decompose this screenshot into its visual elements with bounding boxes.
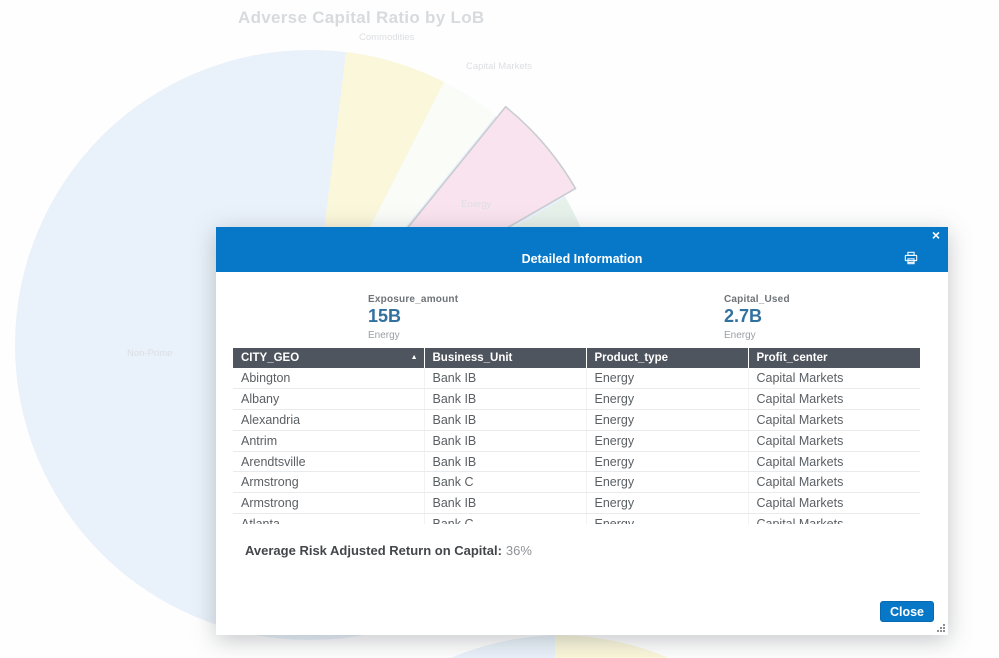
table-row[interactable]: Abington Bank IB Energy Capital Markets (233, 368, 920, 390)
table-row[interactable]: Albany Bank IB Energy Capital Markets (233, 388, 920, 411)
pie-label-energy: Energy (461, 199, 492, 210)
table-cell[interactable]: Armstrong (233, 492, 425, 515)
print-icon[interactable] (904, 251, 918, 270)
bottom-pie-left-arc (450, 635, 555, 658)
table-cell[interactable]: Alexandria (233, 409, 425, 431)
kpi-subtitle: Energy (368, 330, 400, 341)
column-header-product-type[interactable]: Product_type (586, 348, 749, 368)
summary-value: 36% (505, 543, 532, 558)
table-cell[interactable]: Energy (586, 388, 749, 411)
detail-table: CITY_GEO ▲ Business_Unit Product_type Pr… (233, 348, 920, 524)
resize-grip[interactable] (936, 623, 946, 633)
table-cell[interactable]: Albany (233, 388, 425, 411)
table-row[interactable]: Atlanta Bank C Energy Capital Markets (233, 513, 920, 524)
close-icon[interactable]: × (931, 227, 940, 243)
pie-label-non-prime: Non-Prime (127, 348, 173, 359)
table-cell[interactable]: Bank IB (424, 492, 587, 515)
column-header-city-geo[interactable]: CITY_GEO ▲ (233, 348, 425, 368)
column-header-business-unit[interactable]: Business_Unit (424, 348, 587, 368)
kpi-capital-used: Capital_Used 2.7B Energy (724, 294, 790, 341)
table-cell[interactable]: Capital Markets (748, 409, 920, 431)
kpi-label: Capital_Used (724, 294, 790, 305)
table-cell[interactable]: Capital Markets (748, 513, 920, 524)
table-cell[interactable]: Bank IB (424, 388, 587, 411)
table-cell[interactable]: Bank C (424, 513, 587, 524)
table-cell[interactable]: Armstrong (233, 471, 425, 494)
detailed-information-dialog: Detailed Information × Exposure_amount 1… (216, 227, 948, 635)
background-chart-title: Adverse Capital Ratio by LoB (238, 8, 485, 27)
kpi-subtitle: Energy (724, 330, 756, 341)
table-row[interactable]: Antrim Bank IB Energy Capital Markets (233, 430, 920, 452)
table-cell[interactable]: Capital Markets (748, 451, 920, 473)
table-cell[interactable]: Arendtsville (233, 451, 425, 473)
kpi-exposure-amount: Exposure_amount 15B Energy (368, 294, 458, 341)
pie-label-commodities: Commodities (359, 32, 415, 43)
kpi-value: 15B (368, 306, 402, 326)
table-cell[interactable]: Energy (586, 471, 749, 494)
detail-table-header: CITY_GEO ▲ Business_Unit Product_type Pr… (233, 348, 920, 368)
table-cell[interactable]: Bank IB (424, 368, 587, 390)
summary-label: Average Risk Adjusted Return on Capital: (245, 543, 502, 558)
table-row[interactable]: Arendtsville Bank IB Energy Capital Markets (233, 451, 920, 473)
table-cell[interactable]: Capital Markets (748, 388, 920, 411)
sort-ascending-icon[interactable]: ▲ (410, 354, 418, 361)
table-cell[interactable]: Energy (586, 513, 749, 524)
table-row[interactable]: Alexandria Bank IB Energy Capital Markets (233, 409, 920, 431)
summary-text: Average Risk Adjusted Return on Capital:… (245, 543, 532, 558)
table-cell[interactable]: Bank IB (424, 430, 587, 452)
column-label: CITY_GEO (241, 352, 300, 364)
table-cell[interactable]: Antrim (233, 430, 425, 452)
table-cell[interactable]: Abington (233, 368, 425, 390)
table-cell[interactable]: Capital Markets (748, 430, 920, 452)
table-body-viewport[interactable]: Abington Bank IB Energy Capital Markets Alba… (233, 368, 920, 524)
dialog-title: Detailed Information (521, 252, 643, 266)
pie-label-capital-markets: Capital Markets (466, 61, 532, 72)
table-cell[interactable]: Atlanta (233, 513, 425, 524)
bottom-pie-right-arc (555, 635, 669, 658)
column-header-profit-center[interactable]: Profit_center (748, 348, 920, 368)
table-cell[interactable]: Energy (586, 409, 749, 431)
table-cell[interactable]: Bank C (424, 471, 587, 494)
table-cell[interactable]: Capital Markets (748, 492, 920, 515)
kpi-label: Exposure_amount (368, 294, 459, 305)
table-row[interactable]: Armstrong Bank C Energy Capital Markets (233, 471, 920, 494)
table-cell[interactable]: Energy (586, 368, 749, 390)
close-button[interactable]: Close (880, 601, 934, 622)
dialog-header: Detailed Information × (216, 227, 948, 272)
table-cell[interactable]: Capital Markets (748, 471, 920, 494)
kpi-value: 2.7B (724, 306, 763, 326)
table-cell[interactable]: Bank IB (424, 409, 587, 431)
table-cell[interactable]: Energy (586, 430, 749, 452)
table-cell[interactable]: Bank IB (424, 451, 587, 473)
table-cell[interactable]: Energy (586, 492, 749, 515)
table-cell[interactable]: Energy (586, 451, 749, 473)
table-row[interactable]: Armstrong Bank IB Energy Capital Markets (233, 492, 920, 515)
table-cell[interactable]: Capital Markets (748, 368, 920, 390)
